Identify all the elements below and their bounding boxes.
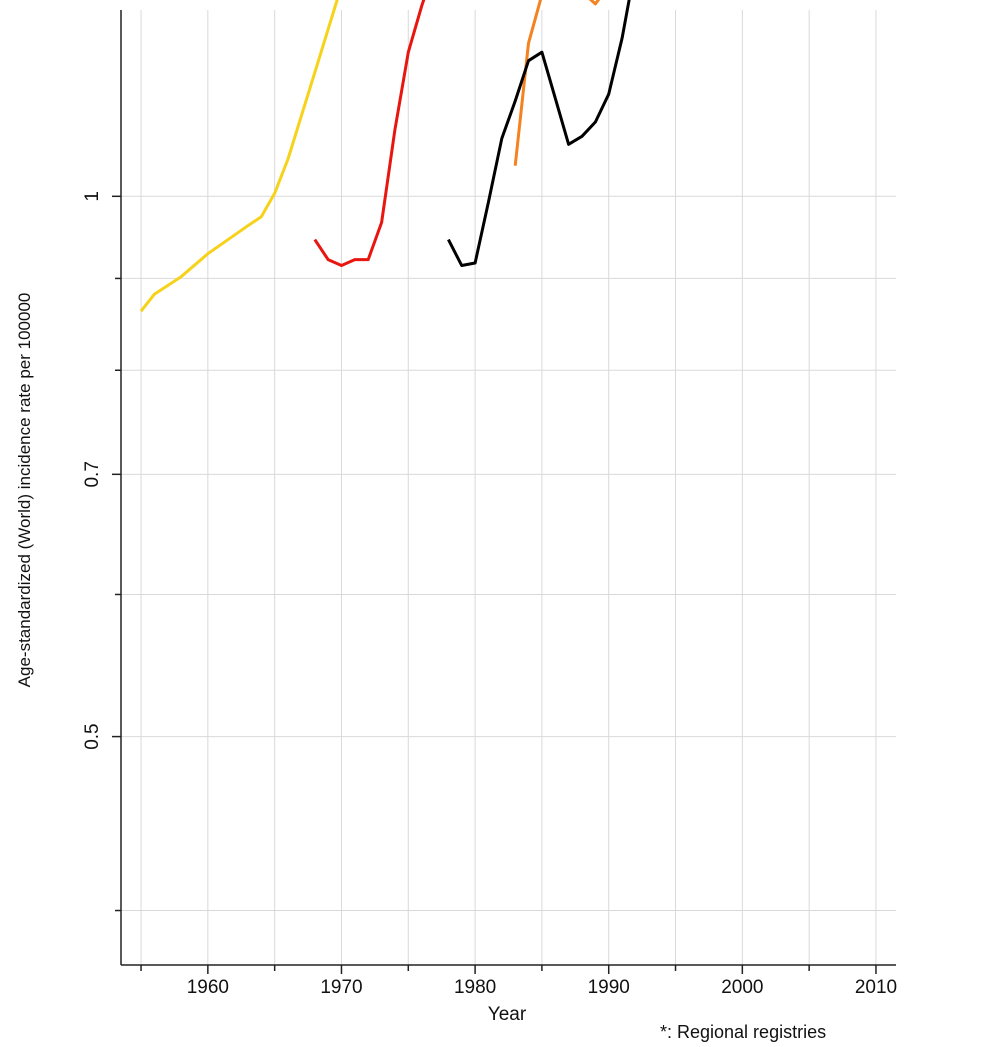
x-tick-label: 2000 xyxy=(721,977,763,998)
x-tick-label: 2010 xyxy=(855,977,897,998)
x-axis-label: Year xyxy=(488,1004,527,1025)
y-tick-label: 1 xyxy=(82,191,103,202)
series-line xyxy=(139,0,339,313)
y-tick-label: 0.7 xyxy=(82,461,103,487)
series-line xyxy=(447,0,631,267)
y-axis-label: Age-standardized (World) incidence rate … xyxy=(15,293,34,688)
y-tick-label: 0.5 xyxy=(82,723,103,749)
series-line xyxy=(313,0,426,267)
x-tick-label: 1980 xyxy=(454,977,496,998)
x-tick-label: 1970 xyxy=(320,977,362,998)
x-tick-label: 1990 xyxy=(588,977,630,998)
x-tick-label: 1960 xyxy=(187,977,229,998)
footnote: *: Regional registries xyxy=(660,1022,826,1042)
